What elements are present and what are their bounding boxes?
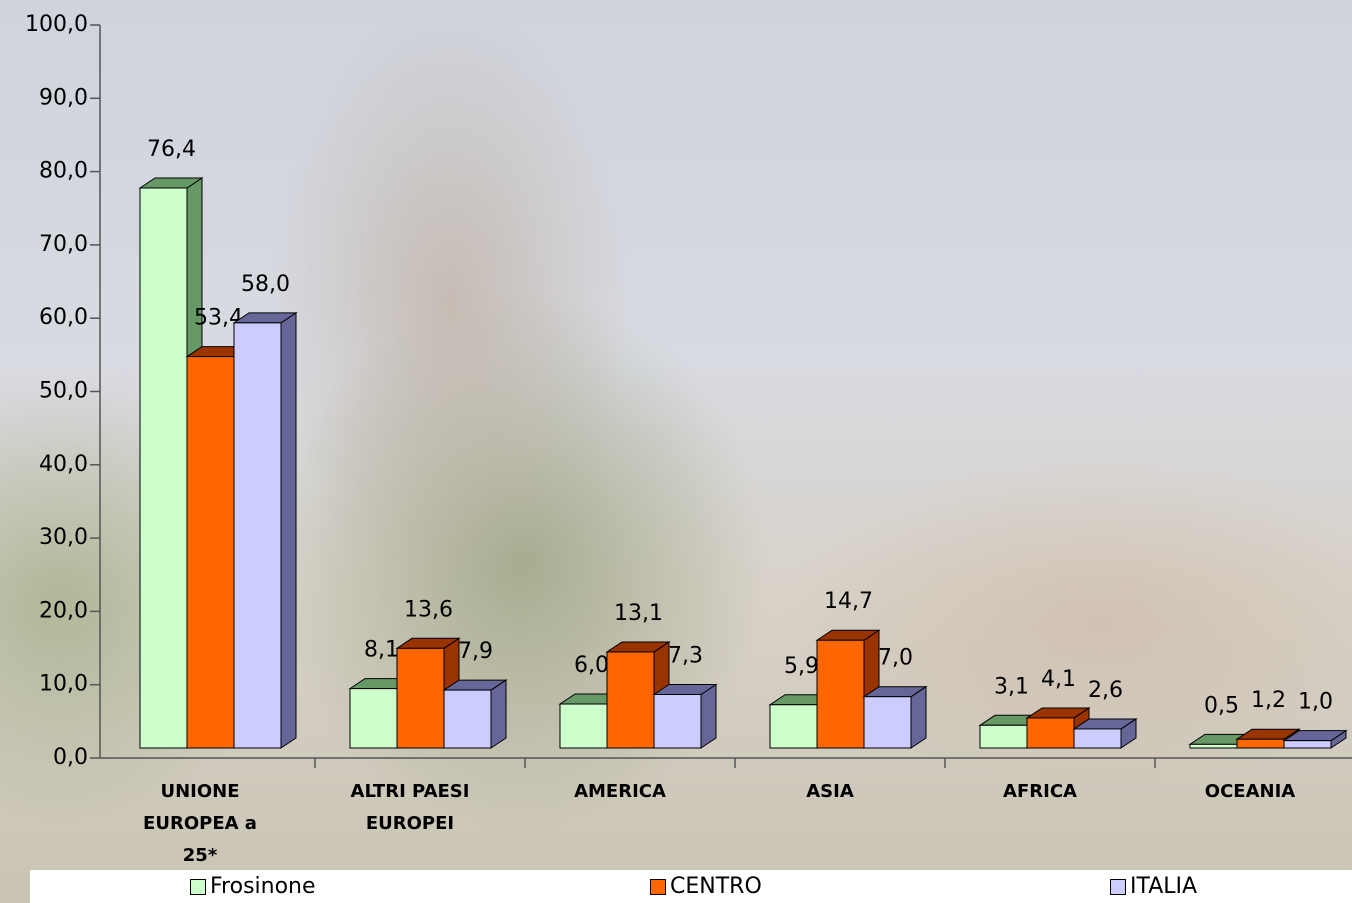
y-tick-label: 10,0: [39, 672, 88, 697]
y-tick-label: 50,0: [39, 379, 88, 404]
bar: [815, 629, 881, 749]
legend-swatch: [190, 878, 206, 895]
value-label: 13,1: [614, 601, 663, 626]
bar-front: [769, 704, 818, 749]
x-tick-label: AFRICA: [1003, 781, 1077, 802]
value-label: 7,9: [458, 639, 493, 664]
bar-side: [490, 679, 507, 749]
bar-front: [1236, 738, 1285, 749]
bar: [232, 311, 298, 749]
value-label: 6,0: [574, 653, 609, 678]
bar-front: [233, 322, 282, 749]
bar-front: [1026, 717, 1075, 749]
bar-front: [349, 688, 398, 749]
bar-front: [1189, 743, 1238, 749]
y-tick-label: 30,0: [39, 525, 88, 550]
legend: Frosinone CENTRO ITALIA: [30, 870, 1352, 903]
value-label: 76,4: [147, 137, 196, 162]
y-tick-label: 70,0: [39, 232, 88, 257]
value-label: 3,1: [994, 674, 1029, 699]
legend-label: CENTRO: [670, 874, 762, 899]
value-label: 1,2: [1251, 688, 1286, 713]
x-tick-label: ALTRI PAESI EUROPEI: [350, 781, 470, 834]
y-tick-label: 0,0: [53, 745, 88, 770]
bar-side: [910, 685, 927, 749]
bar-front: [863, 696, 912, 749]
y-tick-label: 80,0: [39, 159, 88, 184]
value-label: 14,7: [824, 589, 873, 614]
bar: [652, 683, 718, 749]
bar-front: [396, 647, 445, 749]
bar-front: [653, 693, 702, 749]
bar: [1072, 718, 1138, 749]
bar: [395, 637, 461, 749]
value-label: 0,5: [1204, 693, 1239, 718]
y-tick-label: 60,0: [39, 305, 88, 330]
value-label: 2,6: [1088, 678, 1123, 703]
legend-label: Frosinone: [210, 874, 316, 899]
x-tick-label: AMERICA: [574, 781, 666, 802]
legend-item: Frosinone: [190, 874, 316, 899]
bar-front: [139, 187, 188, 749]
value-label: 58,0: [241, 272, 290, 297]
bar-front: [979, 724, 1028, 749]
x-tick-label: UNIONE EUROPEA a 25*: [143, 781, 257, 866]
value-label: 5,9: [784, 654, 819, 679]
value-label: 1,0: [1298, 690, 1333, 715]
legend-item: ITALIA: [1110, 874, 1197, 899]
bar-side: [700, 683, 717, 749]
bar-front: [606, 651, 655, 749]
legend-item: CENTRO: [650, 874, 762, 899]
value-label: 4,1: [1041, 667, 1076, 692]
value-label: 13,6: [404, 597, 453, 622]
bar-side: [280, 311, 297, 749]
legend-swatch: [1110, 878, 1126, 895]
bar-front: [559, 703, 608, 749]
value-label: 7,0: [878, 646, 913, 671]
x-tick-label: ASIA: [806, 781, 854, 802]
bar-front: [1283, 740, 1332, 749]
bar-front: [186, 356, 235, 749]
y-tick-label: 100,0: [25, 12, 88, 37]
bar: [862, 685, 928, 749]
bar: [442, 679, 508, 749]
bar-front: [1073, 728, 1122, 749]
y-tick-label: 90,0: [39, 85, 88, 110]
bar-front: [816, 639, 865, 749]
legend-label: ITALIA: [1130, 874, 1198, 899]
value-label: 7,3: [668, 643, 703, 668]
y-tick-label: 20,0: [39, 598, 88, 623]
bar-front: [443, 689, 492, 749]
legend-swatch: [650, 878, 666, 895]
x-tick-label: OCEANIA: [1204, 781, 1296, 802]
bar: [1282, 729, 1348, 749]
value-label: 8,1: [364, 638, 399, 663]
y-tick-label: 40,0: [39, 452, 88, 477]
